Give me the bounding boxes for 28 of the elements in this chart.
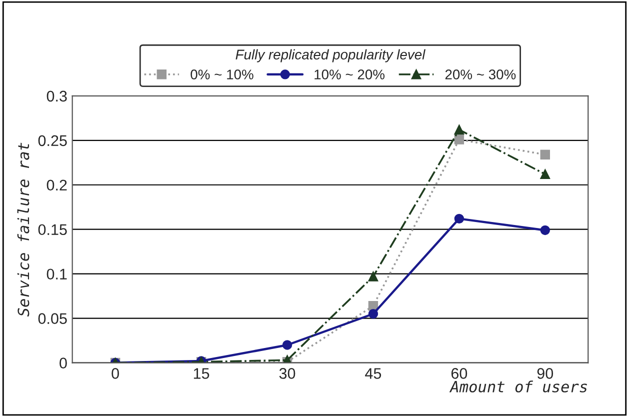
x-tick-label: 30 xyxy=(279,368,296,379)
legend-title: Fully replicated popularity level xyxy=(236,49,426,62)
legend-label: 0% ~ 10% xyxy=(190,70,254,80)
x-tick-label: 45 xyxy=(365,368,382,379)
y-tick-label: 0.1 xyxy=(46,268,67,280)
y-tick-label: 0.3 xyxy=(46,90,67,102)
x-tick-label: 0 xyxy=(112,368,119,379)
y-tick-label: 0.25 xyxy=(38,135,67,146)
y-tick-label: 0.15 xyxy=(38,224,67,236)
point xyxy=(454,134,464,144)
x-tick-label: 15 xyxy=(194,368,210,379)
y-axis-title: Service failure rat xyxy=(17,142,30,317)
y-tick-label: 0 xyxy=(60,358,67,368)
x-axis-title: Amount of users xyxy=(449,380,587,392)
y-tick-label: 0.05 xyxy=(38,313,67,324)
x-tick-label: 60 xyxy=(451,368,468,379)
legend-label: 20% ~ 30% xyxy=(445,70,516,80)
point xyxy=(368,309,378,319)
point xyxy=(454,124,464,135)
point xyxy=(282,340,292,350)
point xyxy=(540,169,550,180)
point xyxy=(454,214,464,224)
point xyxy=(540,150,550,160)
x-tick-label: 90 xyxy=(537,368,554,379)
y-tick-label: 0.2 xyxy=(46,180,67,191)
point xyxy=(368,272,378,282)
point xyxy=(540,225,550,236)
legend-label: 10% ~ 20% xyxy=(314,70,384,80)
